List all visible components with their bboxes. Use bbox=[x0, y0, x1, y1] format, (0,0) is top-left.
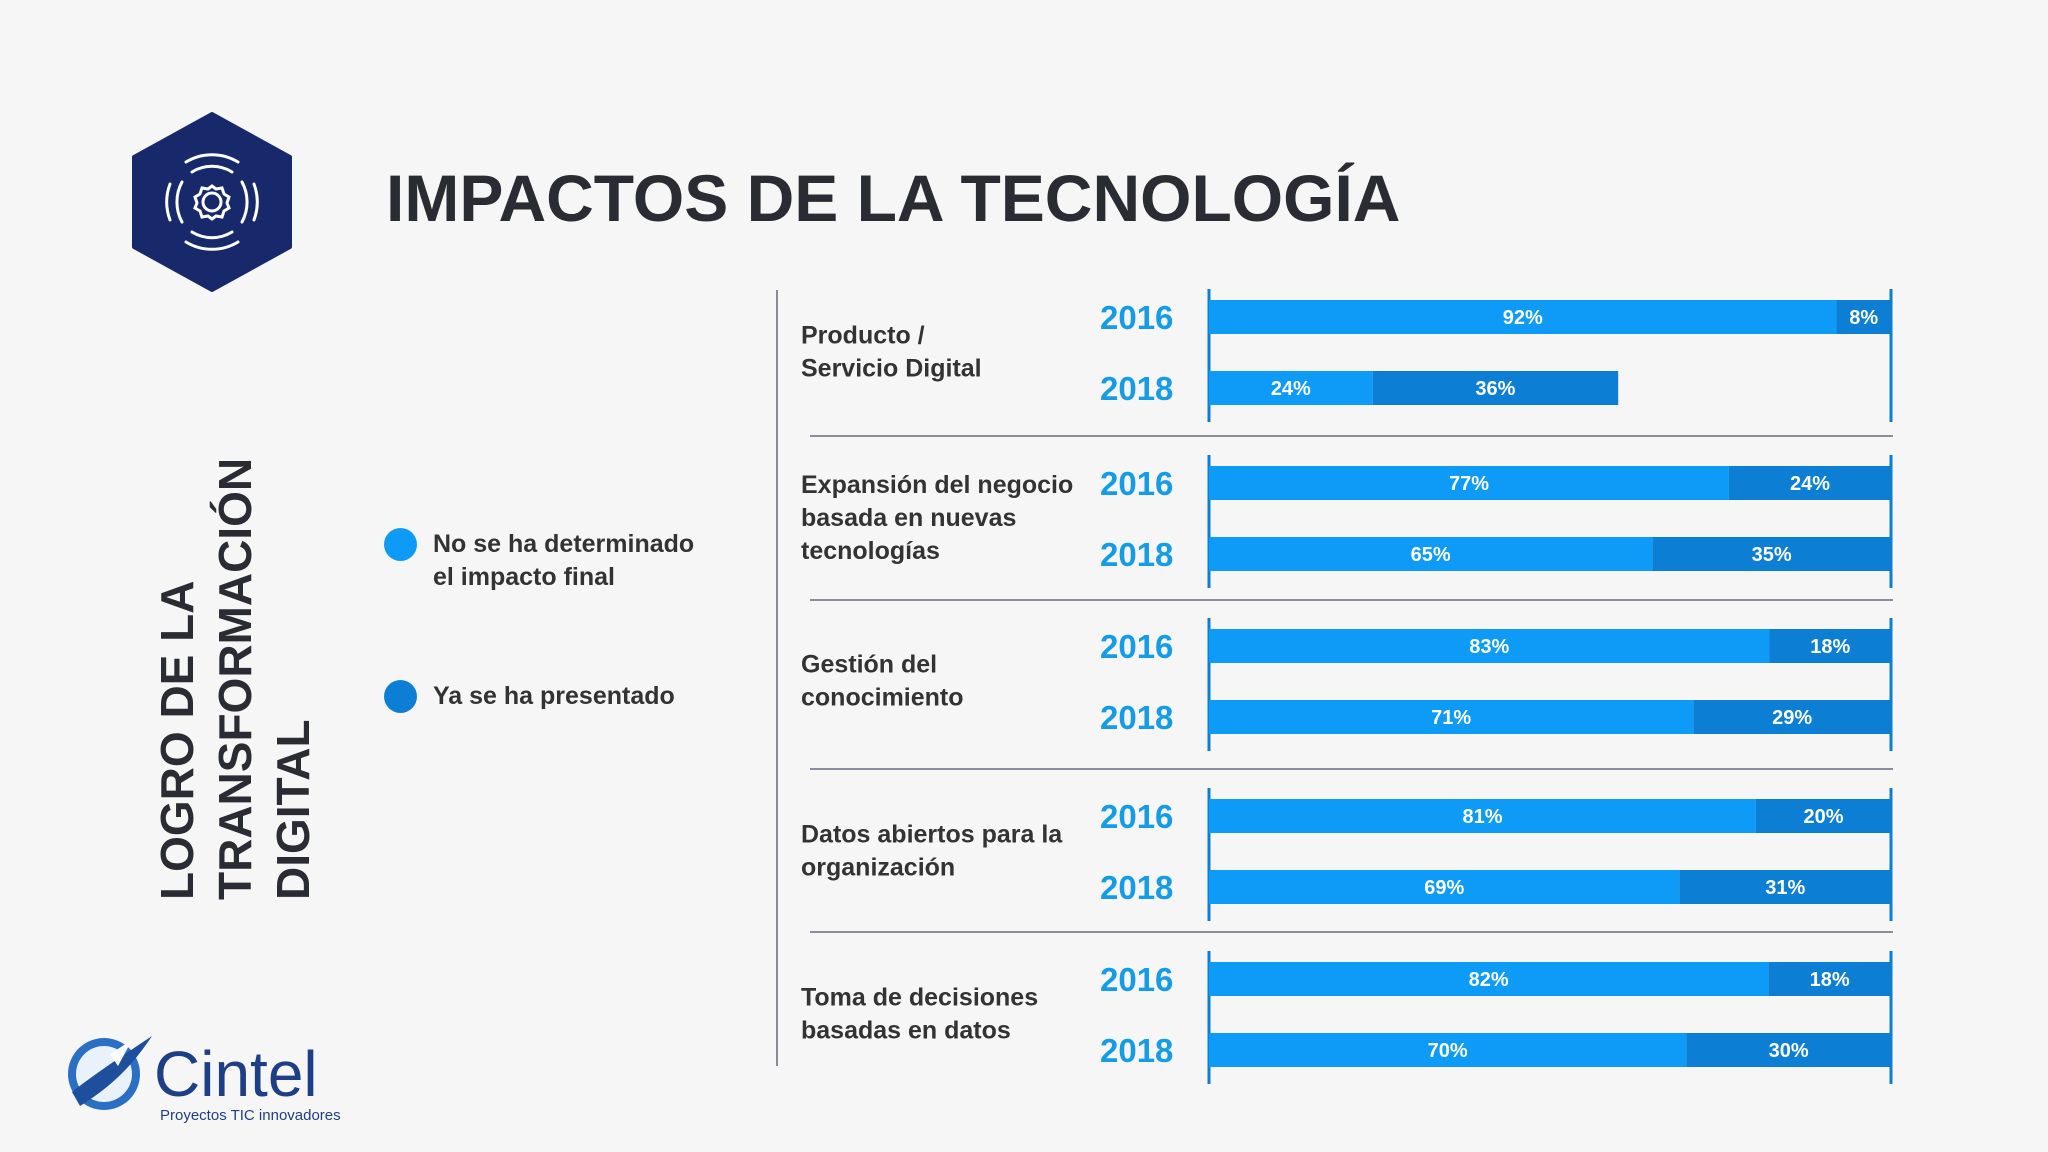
category-label: Gestión del bbox=[801, 651, 937, 679]
data-label: 92% bbox=[1503, 307, 1543, 329]
bar-segment bbox=[1209, 629, 1770, 663]
legend-item-presented: Ya se ha presentado bbox=[384, 680, 675, 713]
year-label: 2018 bbox=[1100, 699, 1173, 736]
bar-segment bbox=[1686, 1033, 1891, 1067]
logo-tagline: Proyectos TIC innovadores bbox=[160, 1107, 341, 1124]
logo-swoosh-icon bbox=[68, 1036, 152, 1110]
data-label: 65% bbox=[1411, 544, 1451, 566]
year-label: 2016 bbox=[1100, 299, 1173, 336]
bar-segment bbox=[1209, 300, 1837, 334]
legend-label-line: el impacto final bbox=[433, 563, 615, 591]
data-label: 31% bbox=[1765, 877, 1805, 899]
category-label: Servicio Digital bbox=[801, 355, 982, 383]
data-label: 36% bbox=[1475, 378, 1515, 400]
bar-segment bbox=[1652, 537, 1891, 571]
year-label: 2018 bbox=[1100, 370, 1173, 407]
data-label: 20% bbox=[1803, 806, 1843, 828]
data-label: 71% bbox=[1431, 707, 1471, 729]
logo-wordmark: Cintel bbox=[154, 1038, 318, 1110]
category-label: tecnologías bbox=[801, 537, 940, 565]
category-label: basadas en datos bbox=[801, 1017, 1011, 1045]
legend-swatch bbox=[384, 680, 417, 713]
category-label: basada en nuevas bbox=[801, 504, 1016, 532]
bar-segment bbox=[1372, 371, 1619, 405]
category-label: Expansión del negocio bbox=[801, 471, 1073, 499]
bar-segment bbox=[1209, 799, 1756, 833]
data-label: 77% bbox=[1449, 473, 1489, 495]
data-label: 18% bbox=[1810, 636, 1850, 658]
year-label: 2016 bbox=[1100, 961, 1173, 998]
year-label: 2018 bbox=[1100, 536, 1173, 573]
category-label: Datos abiertos para la bbox=[801, 821, 1063, 849]
data-label: 70% bbox=[1428, 1040, 1468, 1062]
category-label: Toma de decisiones bbox=[801, 984, 1038, 1012]
bar-segment bbox=[1209, 700, 1694, 734]
bar-segment bbox=[1209, 870, 1680, 904]
category-label: conocimiento bbox=[801, 684, 964, 712]
cintel-logo: Cintel Proyectos TIC innovadores bbox=[68, 1036, 341, 1124]
legend-label: Ya se ha presentado bbox=[433, 680, 675, 713]
legend-swatch bbox=[384, 528, 417, 561]
page-title: IMPACTOS DE LA TECNOLOGÍA bbox=[386, 161, 1401, 235]
data-label: 29% bbox=[1772, 707, 1812, 729]
data-label: 35% bbox=[1752, 544, 1792, 566]
bar-segment bbox=[1209, 962, 1769, 996]
data-label: 69% bbox=[1424, 877, 1464, 899]
year-label: 2016 bbox=[1100, 628, 1173, 665]
data-label: 24% bbox=[1271, 378, 1311, 400]
data-label: 81% bbox=[1462, 806, 1502, 828]
bar-segment bbox=[1209, 466, 1729, 500]
data-label: 18% bbox=[1810, 969, 1850, 991]
bar-segment bbox=[1679, 870, 1891, 904]
year-label: 2018 bbox=[1100, 1032, 1173, 1069]
year-label: 2016 bbox=[1100, 798, 1173, 835]
legend-label-line: Ya se ha presentado bbox=[433, 682, 675, 710]
gear-icon bbox=[165, 153, 259, 251]
bar-segment bbox=[1769, 629, 1891, 663]
bar-segment bbox=[1209, 537, 1653, 571]
data-label: 30% bbox=[1769, 1040, 1809, 1062]
legend-label-line: No se ha determinado bbox=[433, 530, 695, 558]
category-label: organización bbox=[801, 854, 955, 882]
data-label: 83% bbox=[1469, 636, 1509, 658]
year-label: 2016 bbox=[1100, 465, 1173, 502]
bar-segment bbox=[1728, 466, 1891, 500]
bar-segment bbox=[1768, 962, 1891, 996]
bar-segment bbox=[1755, 799, 1891, 833]
data-label: 24% bbox=[1790, 473, 1830, 495]
bar-segment bbox=[1209, 371, 1373, 405]
data-label: 8% bbox=[1849, 307, 1878, 329]
year-label: 2018 bbox=[1100, 869, 1173, 906]
bar-segment bbox=[1693, 700, 1891, 734]
bar-segment bbox=[1836, 300, 1891, 334]
category-label: Producto / bbox=[801, 322, 925, 350]
hexagon-badge bbox=[132, 112, 292, 292]
data-label: 82% bbox=[1469, 969, 1509, 991]
bar-segment bbox=[1209, 1033, 1687, 1067]
legend-item-undetermined: No se ha determinado el impacto final bbox=[384, 528, 694, 594]
legend-label: No se ha determinado el impacto final bbox=[433, 528, 694, 594]
